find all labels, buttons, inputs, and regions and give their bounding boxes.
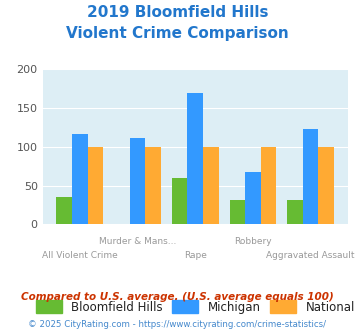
- Bar: [88, 147, 103, 224]
- Text: 2019 Bloomfield Hills: 2019 Bloomfield Hills: [87, 5, 268, 20]
- Bar: [245, 173, 261, 224]
- Text: Compared to U.S. average. (U.S. average equals 100): Compared to U.S. average. (U.S. average …: [21, 292, 334, 302]
- Text: Robbery: Robbery: [234, 237, 272, 246]
- Text: Murder & Mans...: Murder & Mans...: [99, 237, 176, 246]
- Text: © 2025 CityRating.com - https://www.cityrating.com/crime-statistics/: © 2025 CityRating.com - https://www.city…: [28, 320, 327, 329]
- Bar: [303, 129, 318, 224]
- Bar: [145, 147, 161, 224]
- Text: All Violent Crime: All Violent Crime: [42, 251, 118, 260]
- Text: Violent Crime Comparison: Violent Crime Comparison: [66, 26, 289, 41]
- Bar: [187, 92, 203, 224]
- Bar: [72, 134, 88, 224]
- Text: Aggravated Assault: Aggravated Assault: [266, 251, 355, 260]
- Legend: Bloomfield Hills, Michigan, National: Bloomfield Hills, Michigan, National: [31, 295, 355, 318]
- Bar: [230, 200, 245, 224]
- Bar: [56, 197, 72, 224]
- Bar: [130, 138, 145, 224]
- Bar: [318, 147, 334, 224]
- Bar: [287, 200, 303, 224]
- Bar: [172, 178, 187, 224]
- Bar: [261, 147, 276, 224]
- Bar: [203, 147, 219, 224]
- Text: Rape: Rape: [184, 251, 207, 260]
